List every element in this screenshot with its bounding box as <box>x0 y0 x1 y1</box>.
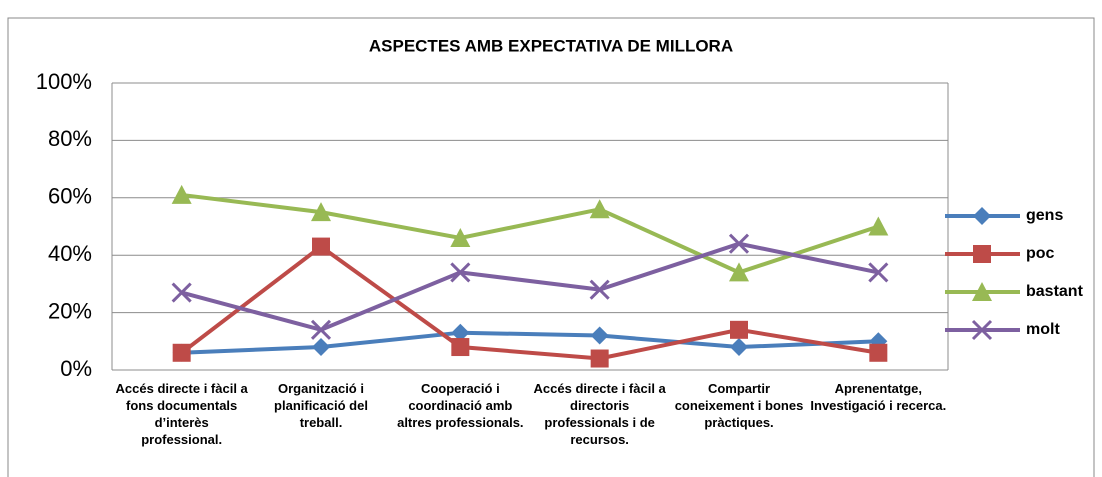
x-tick-label: Compartir coneixement i bones pràctiques… <box>674 381 804 430</box>
x-tick-label: Aprenentatge, Investigació i recerca. <box>810 381 947 413</box>
y-tick-label: 0% <box>60 356 92 381</box>
data-point <box>171 282 192 303</box>
series-line <box>181 241 879 332</box>
legend-label: molt <box>1026 321 1060 338</box>
chart-border <box>7 17 1095 477</box>
legend-marker <box>971 319 993 341</box>
data-point <box>450 227 471 247</box>
x-tick-label: Accés directe i fàcil a directoris profe… <box>533 381 666 447</box>
data-point <box>869 343 888 362</box>
data-point <box>868 216 889 236</box>
legend-label: poc <box>1026 245 1055 262</box>
data-point <box>312 237 330 256</box>
x-tick-label: Organització i planificació del treball. <box>274 381 368 430</box>
legend-marker <box>972 282 992 301</box>
data-point <box>728 233 750 254</box>
data-point <box>589 279 610 300</box>
y-tick-label: 100% <box>36 69 92 94</box>
series-line <box>181 192 879 275</box>
y-tick-label: 20% <box>48 298 92 323</box>
legend-marker <box>973 245 991 263</box>
data-point <box>172 343 191 362</box>
data-point <box>312 338 330 357</box>
data-point <box>311 202 331 222</box>
y-tick-label: 60% <box>48 184 92 209</box>
data-point <box>729 262 749 282</box>
data-point <box>451 338 470 357</box>
legend-marker <box>973 207 991 225</box>
data-point <box>450 262 471 283</box>
data-point <box>171 184 192 204</box>
series-line <box>181 330 879 355</box>
legend-label: gens <box>1026 207 1063 224</box>
chart-title: ASPECTES AMB EXPECTATIVA DE MILLORA <box>369 36 733 55</box>
x-tick-label: Accés directe i fàcil a fons documentals… <box>115 381 248 447</box>
series-line <box>180 244 879 361</box>
y-tick-label: 80% <box>48 126 92 151</box>
data-point <box>590 326 609 345</box>
y-tick-label: 40% <box>48 241 92 266</box>
legend-label: bastant <box>1026 283 1084 300</box>
data-point <box>590 349 609 368</box>
x-tick-label: Cooperació i coordinació amb altres prof… <box>397 381 524 430</box>
data-point <box>589 199 610 219</box>
data-point <box>730 338 748 357</box>
data-point <box>868 262 889 283</box>
data-point <box>310 319 332 340</box>
data-point <box>730 320 748 339</box>
data-point <box>451 323 470 342</box>
